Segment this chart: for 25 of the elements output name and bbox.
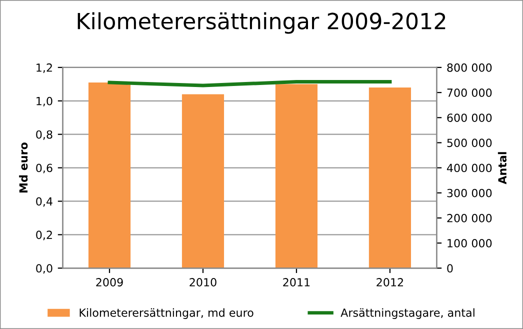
y-tick-label: 0,2 (36, 230, 52, 240)
y2-tick-label: 600 000 (447, 114, 492, 122)
y2-tick-label: 400 000 (446, 164, 492, 172)
y2-tick-label: 800 000 (447, 63, 492, 72)
y2-tick-label: 500 000 (447, 138, 492, 148)
chart-title: Kilometerersättningar 2009-2012 (78, 12, 446, 34)
legend-label: Kilometerersättningar, md euro (80, 308, 254, 319)
x-tick-label: 2010 (190, 278, 216, 286)
x-tick-label: 2012 (376, 278, 403, 286)
y2-tick-label: 100 000 (448, 239, 492, 248)
y2-tick-label: 300 000 (447, 188, 492, 198)
y2-tick-label: 0 (447, 264, 453, 273)
y-tick-label: 1,0 (36, 96, 52, 106)
y-axis-title: Md euro (19, 142, 28, 192)
y-tick-label: 0,0 (36, 264, 52, 274)
y2-tick-label: 200 000 (447, 214, 492, 222)
x-tick-label: 2009 (96, 278, 123, 286)
y2-tick-label: 700 000 (447, 88, 492, 97)
y-tick-label: 0,4 (36, 197, 52, 207)
y2-axis-title: Antal (498, 152, 507, 184)
y-tick-label: 0,8 (36, 130, 52, 140)
legend-label: Arsättningstagare, antal (340, 308, 474, 319)
y-tick-label: 1,2 (36, 63, 52, 73)
y-tick-label: 0,6 (36, 164, 52, 174)
x-tick-label: 2011 (283, 278, 310, 286)
